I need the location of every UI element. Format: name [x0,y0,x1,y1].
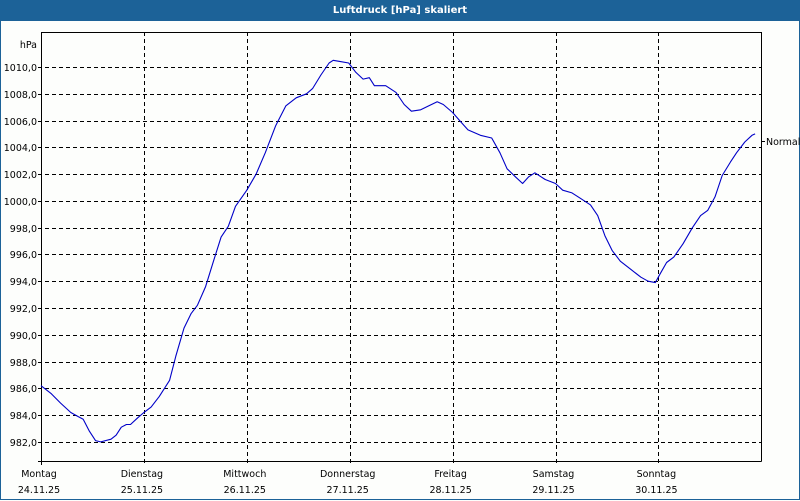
x-tick-day: Dienstag [121,469,163,480]
y-tick-label: 992,0 [10,304,37,315]
y-tick-label: 1010,0 [4,63,37,74]
y-tick-label: 988,0 [10,358,37,369]
x-tick-date: 27.11.25 [327,485,369,496]
x-tick-date: 26.11.25 [224,485,266,496]
y-tick-label: 1008,0 [4,90,37,101]
y-tick-label: 984,0 [10,411,37,422]
y-tick-label: 982,0 [10,438,37,449]
pressure-series-line [40,59,756,443]
y-tick-label: 1002,0 [4,170,37,181]
y-tick-label: 996,0 [10,250,37,261]
y-tick-label: 998,0 [10,224,37,235]
x-tick-day: Freitag [434,469,467,480]
x-tick-date: 24.11.25 [18,485,60,496]
y-tick-label: 1004,0 [4,143,37,154]
x-tick-day: Sonntag [637,469,676,480]
y-tick-label: 986,0 [10,384,37,395]
normal-marker-label: Normal [766,137,800,148]
y-tick-label: 1006,0 [4,117,37,128]
x-tick-date: 30.11.25 [635,485,677,496]
x-tick-date: 25.11.25 [121,485,163,496]
window-title: Luftdruck [hPa] skaliert [1,1,799,21]
x-tick-day: Montag [21,469,57,480]
x-tick-day: Samstag [533,469,575,480]
y-tick-label: 1000,0 [4,197,37,208]
y-tick-label: 990,0 [10,331,37,342]
x-tick-day: Mittwoch [223,469,266,480]
y-axis-unit: hPa [20,40,37,51]
x-tick-date: 28.11.25 [429,485,471,496]
x-tick-date: 29.11.25 [532,485,574,496]
y-tick-label: 994,0 [10,277,37,288]
x-tick-day: Donnerstag [320,469,375,480]
